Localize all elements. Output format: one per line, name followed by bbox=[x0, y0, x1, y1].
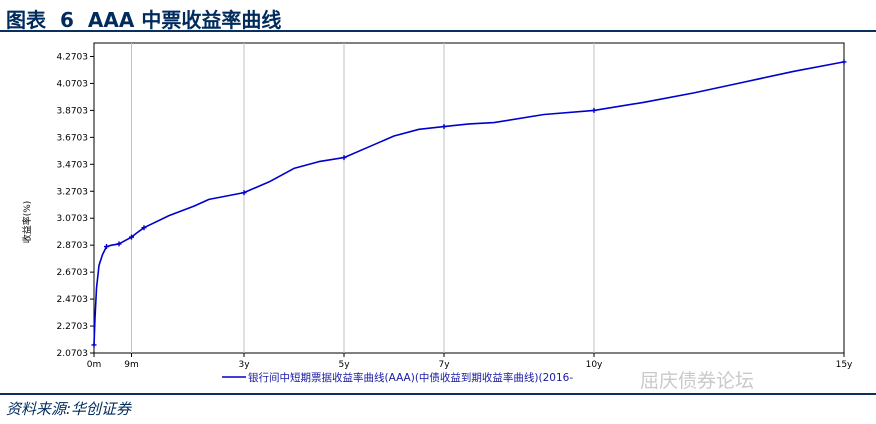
legend-series-label: 银行间中短期票据收益率曲线(AAA)(中债收益到期收益率曲线)(2016- bbox=[248, 371, 573, 384]
y-tick-label: 2.4703 bbox=[57, 295, 89, 305]
x-tick-label: 5y bbox=[338, 360, 350, 370]
y-tick-label: 3.6703 bbox=[57, 133, 89, 143]
y-tick-label: 2.6703 bbox=[57, 268, 89, 278]
x-tick-label: 7y bbox=[438, 360, 450, 370]
y-tick-label: 3.8703 bbox=[57, 106, 89, 116]
figure-number: 6 bbox=[60, 8, 74, 32]
y-axis-label: 收益率(%) bbox=[21, 201, 33, 244]
series-group bbox=[91, 59, 847, 348]
y-tick-label: 3.0703 bbox=[57, 214, 89, 224]
y-tick-label: 4.0703 bbox=[57, 79, 89, 89]
watermark: 屈庆债券论坛 bbox=[640, 370, 755, 392]
data-point-marker bbox=[241, 190, 247, 196]
x-tick-label: 10y bbox=[586, 360, 603, 370]
x-tick-label: 15y bbox=[836, 360, 853, 370]
y-tick-label: 2.0703 bbox=[57, 349, 89, 359]
data-point-marker bbox=[841, 59, 847, 65]
x-tick-label: 3y bbox=[238, 360, 250, 370]
x-tick-label: 0m bbox=[87, 360, 102, 370]
y-tick-label: 3.4703 bbox=[57, 160, 89, 170]
data-point-marker bbox=[91, 342, 97, 348]
data-point-marker bbox=[104, 244, 109, 250]
chart-title: AAA 中票收益率曲线 bbox=[87, 8, 282, 32]
data-point-marker bbox=[341, 155, 347, 161]
top-rule bbox=[0, 30, 876, 32]
x-tick-label: 9m bbox=[124, 360, 139, 370]
y-tick-label: 3.2703 bbox=[57, 187, 89, 197]
y-axis-ticks: 2.0703 2.2703 2.4703 2.6703 2.8703 3.0703 3.27… bbox=[57, 52, 94, 359]
data-point-marker bbox=[591, 107, 597, 113]
x-axis-ticks: 0m 9m 3y 5y 7y 10y 15y bbox=[87, 353, 853, 370]
source-note: 资料来源:华创证券 bbox=[6, 400, 132, 418]
grid-lines bbox=[131, 43, 595, 353]
y-tick-label: 2.2703 bbox=[57, 322, 89, 332]
plot-area bbox=[93, 42, 845, 354]
y-tick-label: 2.8703 bbox=[57, 241, 89, 251]
figure-title: 图表 6 AAA 中票收益率曲线 bbox=[6, 4, 281, 33]
data-point-marker bbox=[116, 241, 122, 247]
bottom-rule bbox=[0, 393, 876, 395]
figure-label: 图表 bbox=[6, 8, 46, 32]
data-point-marker bbox=[129, 234, 134, 240]
legend: 银行间中短期票据收益率曲线(AAA)(中债收益到期收益率曲线)(2016- bbox=[222, 371, 573, 384]
y-tick-label: 4.2703 bbox=[57, 52, 89, 62]
data-point-marker bbox=[441, 124, 447, 130]
yield-curve-chart: 2.0703 2.2703 2.4703 2.6703 2.8703 3.0703 3.27… bbox=[21, 42, 853, 384]
data-point-marker bbox=[141, 225, 147, 231]
